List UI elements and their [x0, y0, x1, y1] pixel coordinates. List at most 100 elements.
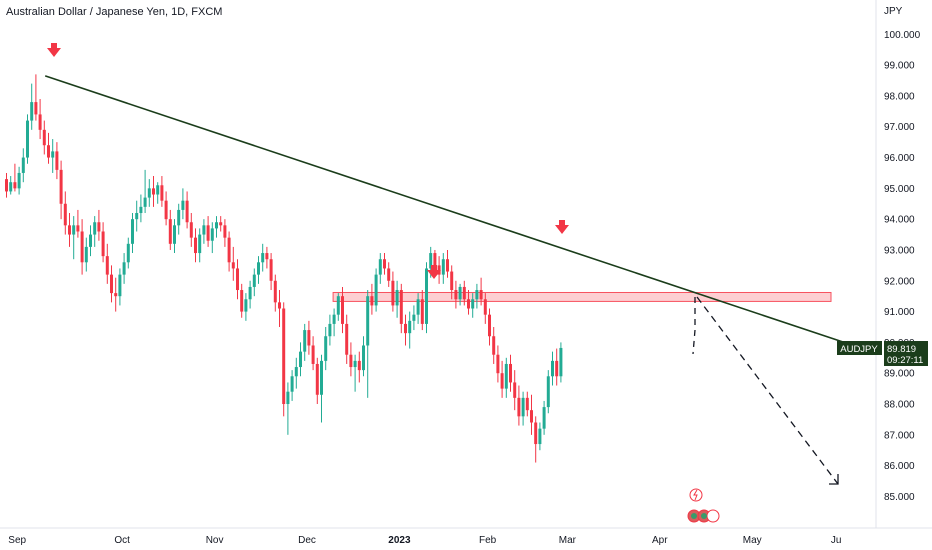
candle-body [383, 259, 386, 269]
candle-body [509, 363, 512, 383]
candle-body [311, 345, 315, 364]
candle-body [362, 345, 365, 371]
event-icon-dot [701, 513, 707, 519]
resistance-zone [332, 291, 832, 302]
candle-body [80, 231, 84, 263]
candle-body [530, 410, 533, 423]
candle-body [185, 200, 189, 223]
candle-body [278, 302, 281, 309]
candle-body [374, 274, 378, 306]
down-arrow-marker [555, 220, 569, 234]
candle-body [492, 336, 496, 355]
price-axis: JPY 100.000 99.000 98.000 97.000 96.000 95.000… [837, 6, 928, 503]
y-tick-label: 85.000 [884, 492, 915, 503]
time-axis: Sep Oct Nov Dec 2023 Feb Mar Apr May Ju [8, 535, 841, 546]
candle-body [9, 182, 13, 192]
lightning-glyph [693, 489, 698, 501]
candle-body [223, 225, 227, 238]
candle-body [441, 259, 445, 275]
arrows-layer [47, 43, 569, 279]
candle-body [408, 320, 412, 334]
symbol-badge-label: AUDJPY [840, 344, 878, 355]
candle-body [105, 256, 109, 275]
candle-body [307, 330, 311, 346]
candle-body [332, 314, 336, 324]
candle-body [546, 376, 550, 408]
candle-body [42, 129, 46, 146]
y-tick-label: 98.000 [884, 91, 915, 102]
candle-body [63, 203, 67, 226]
grid [0, 0, 932, 529]
candle-body [198, 234, 202, 254]
candle-body [194, 237, 197, 254]
candle-body [328, 323, 332, 337]
candle-body [122, 262, 126, 275]
candle-body [72, 225, 76, 235]
candle-body [93, 222, 97, 235]
candle-body [126, 243, 130, 263]
candle-body [55, 151, 59, 170]
candle-body [89, 234, 92, 247]
down-arrow-marker [427, 265, 441, 279]
candle-body [206, 225, 210, 241]
candle-body [21, 157, 25, 173]
candle-body [303, 330, 307, 352]
candle-body [59, 169, 63, 204]
candle-body [147, 188, 151, 198]
candle-body [559, 347, 563, 377]
events-icons [687, 488, 720, 523]
candle-body [164, 200, 168, 220]
x-tick-label: Dec [298, 535, 316, 546]
candle-body [500, 373, 504, 389]
candle-body [324, 336, 328, 361]
candle-body [542, 407, 546, 429]
candle-body [261, 253, 265, 263]
y-tick-label: 92.000 [884, 276, 915, 287]
candle-body [101, 231, 105, 257]
x-tick-label: Mar [559, 535, 577, 546]
candle-body [38, 114, 42, 130]
x-tick-label: Oct [114, 535, 130, 546]
candle-body [294, 367, 298, 377]
candle-body [97, 222, 101, 232]
candle-body [378, 259, 382, 275]
last-price: 89.819 [887, 344, 916, 355]
candle-body [349, 354, 353, 368]
candle-body [416, 299, 420, 315]
candle-body [320, 360, 323, 395]
projection-down [696, 296, 839, 485]
drawing-layer [44, 75, 853, 485]
candle-body [391, 280, 395, 306]
candle-body [538, 428, 542, 445]
event-icon-dot [691, 513, 697, 519]
y-tick-label: 87.000 [884, 430, 915, 441]
candle-body [366, 296, 370, 346]
candle-body [551, 360, 554, 377]
last-price-badge [884, 341, 928, 366]
candle-body [504, 363, 508, 389]
candle-body [17, 172, 21, 189]
candle-body [425, 268, 428, 324]
candle-body [34, 102, 38, 115]
candle-body [156, 185, 160, 195]
candle-body [84, 246, 88, 263]
x-tick-label: Nov [206, 535, 224, 546]
event-icon[interactable] [706, 509, 720, 523]
candle-body [458, 286, 462, 300]
projection-arrowhead [829, 474, 839, 485]
candle-body [215, 222, 218, 229]
candle-body [269, 259, 273, 281]
candle-body [513, 382, 517, 398]
candle-body [483, 299, 487, 315]
y-tick-label: 88.000 [884, 400, 915, 411]
candle-body [475, 290, 479, 300]
candle-body [299, 351, 302, 368]
candle-body [139, 206, 143, 214]
candle-body [399, 290, 403, 324]
candle-body [152, 188, 155, 195]
candle-body [143, 197, 147, 207]
candle-body [282, 308, 286, 405]
candle-body [240, 290, 244, 312]
candle-body [273, 280, 277, 303]
